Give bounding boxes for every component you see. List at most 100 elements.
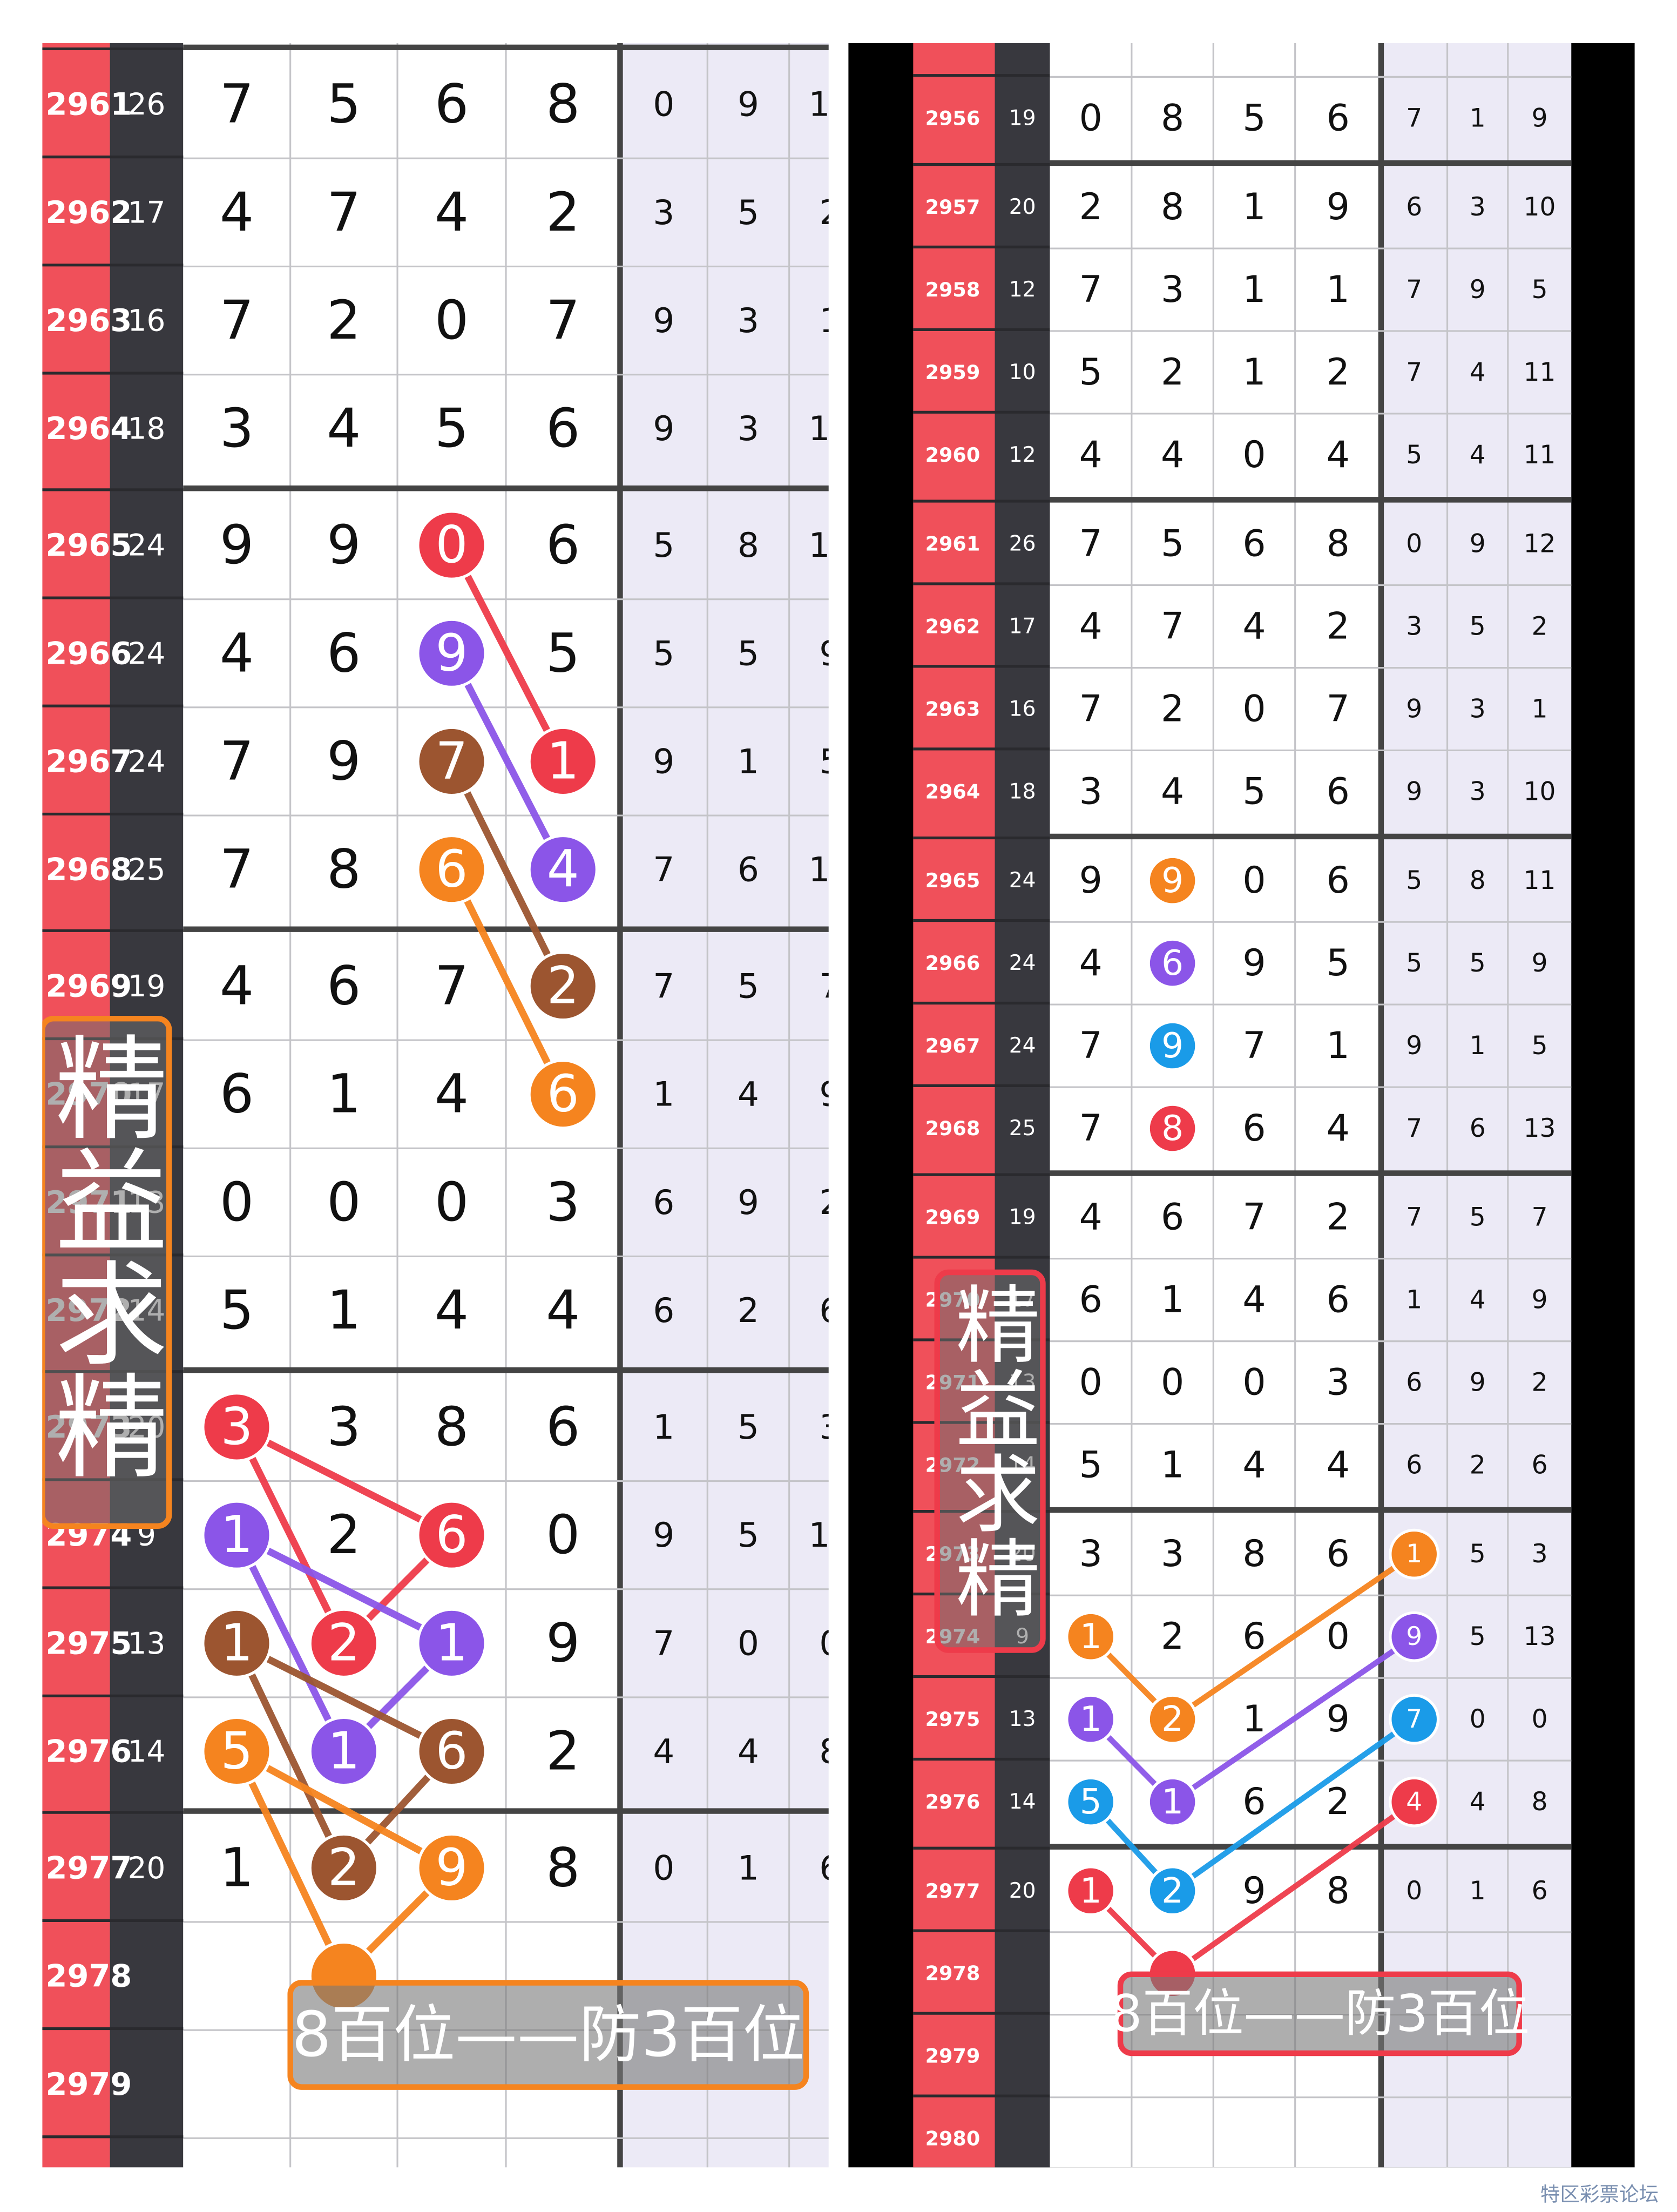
- digit-cell: 4: [435, 1279, 469, 1341]
- extra-cell: 10: [808, 409, 851, 448]
- extra-cell: 3: [1406, 612, 1422, 642]
- sum-value: 16: [128, 304, 166, 338]
- highlight-ball: [528, 834, 598, 905]
- digit-cell: 0: [1079, 1361, 1103, 1404]
- issue-number: 2966: [46, 635, 132, 671]
- issue-number: 2966: [925, 952, 980, 975]
- extra-cell: 9: [1406, 1031, 1422, 1061]
- sum-value: 24: [128, 744, 166, 779]
- issue-number: 2975: [46, 1625, 132, 1661]
- extra-cell: 5: [1470, 948, 1486, 978]
- highlight-ball: [1065, 1776, 1117, 1827]
- digit-cell: 1: [327, 1279, 361, 1341]
- digit-cell: 5: [1161, 523, 1184, 565]
- extra-cell: 4: [1470, 358, 1486, 387]
- digit-cell: 4: [1327, 434, 1350, 476]
- highlight-digit: 1: [436, 1614, 468, 1673]
- extra-cell: 6: [1406, 192, 1422, 222]
- issue-number: 2958: [925, 278, 980, 301]
- sum-value: 18: [128, 412, 166, 446]
- highlight-ball: [528, 1058, 598, 1130]
- trend-line: [233, 1532, 456, 1755]
- digit-cell: 5: [327, 73, 361, 136]
- extra-cell: 9: [653, 741, 674, 781]
- highlight-digit: 2: [547, 957, 579, 1016]
- extra-cell: 11: [1524, 358, 1556, 387]
- issue-number: 2969: [46, 968, 132, 1004]
- digit-cell: 1: [1161, 1444, 1184, 1487]
- sum-value: 24: [1009, 1034, 1036, 1058]
- digit-cell: 8: [1327, 1870, 1350, 1912]
- digit-cell: 3: [1079, 1533, 1103, 1575]
- extra-cell: 9: [653, 301, 674, 340]
- digit-cell: 0: [435, 1171, 469, 1233]
- highlight-ball: [1147, 1020, 1198, 1071]
- watermark-text: 精益求精: [36, 1030, 167, 1481]
- extra-cell: 3: [1470, 694, 1486, 724]
- issue-number: 2978: [46, 1958, 132, 1994]
- digit-cell: 1: [1161, 1279, 1184, 1321]
- extra-cell: 5: [738, 967, 759, 1006]
- digit-cell: 4: [1327, 1444, 1350, 1487]
- digit-cell: 6: [1079, 1279, 1103, 1321]
- sum-value: 14: [128, 1734, 166, 1769]
- digit-cell: 9: [1079, 859, 1103, 902]
- note-text: 8百位——防3百位: [292, 1999, 804, 2071]
- digit-cell: 2: [1161, 351, 1184, 394]
- extra-cell: 2: [1470, 1451, 1486, 1480]
- highlight-digit: 1: [1406, 1539, 1422, 1569]
- digit-cell: 9: [546, 1612, 580, 1674]
- digit-cell: 0: [1161, 1361, 1184, 1404]
- watermark-box: [934, 1269, 1046, 1653]
- extra-cell: 10: [1524, 192, 1556, 222]
- digit-cell: 4: [1242, 1279, 1266, 1321]
- highlight-digit: 1: [328, 1722, 360, 1781]
- digit-cell: 6: [327, 955, 361, 1017]
- extra-cell: 3: [1532, 1539, 1548, 1569]
- highlight-digit: 1: [1161, 1782, 1184, 1822]
- sum-value: 17: [128, 195, 166, 230]
- highlight-ball: [416, 1716, 487, 1787]
- digit-cell: 1: [220, 1837, 254, 1899]
- trend-line: [233, 1748, 456, 1980]
- digit-cell: 1: [1327, 268, 1350, 311]
- digit-cell: 7: [435, 955, 469, 1017]
- highlight-digit: 5: [1080, 1782, 1102, 1822]
- highlight-ball: [1065, 1611, 1117, 1662]
- sum-value: 19: [128, 969, 166, 1003]
- issue-number: 2976: [46, 1734, 132, 1770]
- issue-number: 2963: [46, 302, 132, 339]
- digit-cell: 2: [546, 1721, 580, 1783]
- highlight-ball: [1147, 1865, 1198, 1917]
- issue-number: 2960: [925, 443, 980, 467]
- extra-cell: 12: [1524, 529, 1556, 559]
- extra-cell: 5: [1532, 1031, 1548, 1061]
- sum-value: 24: [128, 528, 166, 563]
- highlight-ball: [1065, 1694, 1117, 1745]
- extra-cell: 5: [738, 1407, 759, 1447]
- highlight-digit: 2: [1161, 1871, 1184, 1911]
- digit-cell: 4: [1327, 1107, 1350, 1150]
- issue-number: 2957: [925, 195, 980, 219]
- extra-cell: 2: [819, 1183, 841, 1222]
- digit-cell: 7: [327, 181, 361, 244]
- highlight-ball: [1147, 1103, 1198, 1154]
- highlight-ball: [416, 510, 487, 581]
- sum-value: 26: [1009, 532, 1036, 556]
- note-text: 8百位——防3百位: [1110, 1984, 1530, 2043]
- digit-cell: 6: [1327, 1533, 1350, 1575]
- digit-cell: 6: [546, 397, 580, 460]
- digit-cell: 0: [546, 1504, 580, 1566]
- digit-cell: 6: [1242, 1781, 1266, 1823]
- digit-cell: 4: [1079, 942, 1103, 984]
- highlight-digit: 8: [1161, 1108, 1184, 1149]
- digit-cell: 2: [1327, 351, 1350, 394]
- extra-cell: 9: [738, 85, 759, 124]
- extra-cell: 7: [653, 1623, 674, 1663]
- sum-value: 16: [1009, 697, 1036, 721]
- extra-cell: 5: [653, 525, 674, 565]
- digit-cell: 0: [1327, 1615, 1350, 1658]
- highlight-digit: 1: [547, 732, 579, 791]
- issue-number: 2978: [925, 1962, 980, 1985]
- issue-number: 2967: [46, 743, 132, 779]
